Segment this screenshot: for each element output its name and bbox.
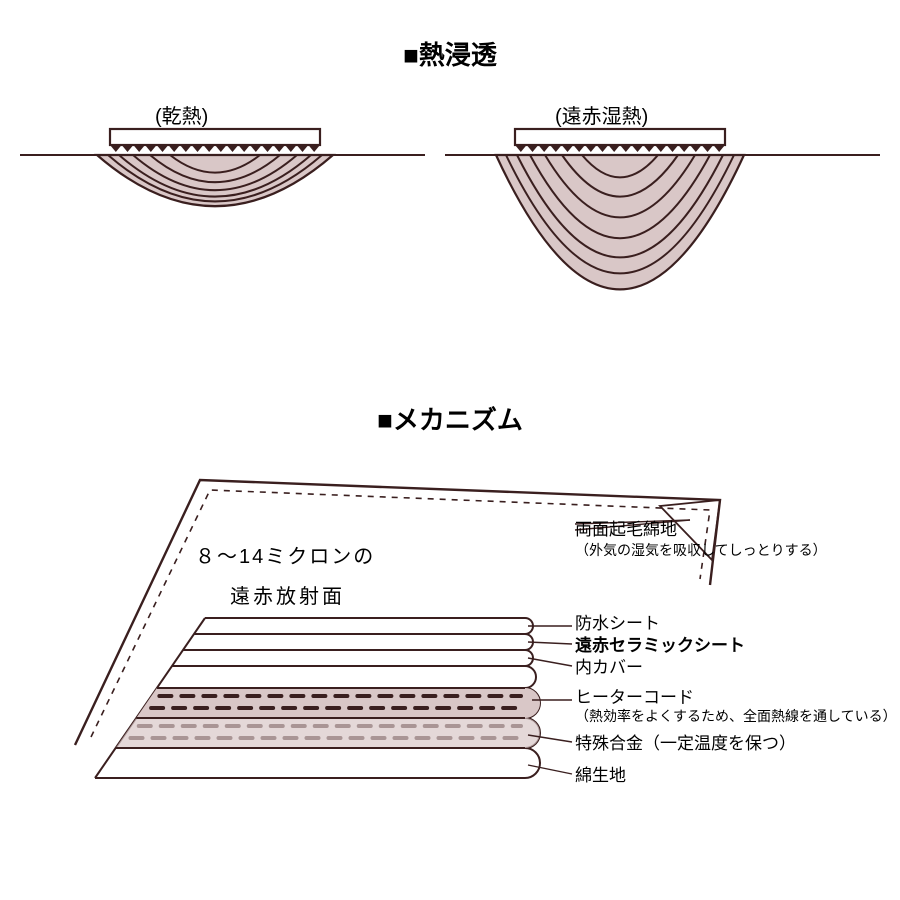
callout-inner: 内カバー [575,653,643,678]
callout-fabric-sub: （外気の湿気を吸収してしっとりする） [575,540,827,560]
section2-title: ■メカニズム [0,400,900,437]
surface-text-1: ８〜14ミクロンの [195,540,375,569]
penetration-label: (乾熱) [155,100,208,129]
surface-text-2: 遠赤放射面 [230,580,345,609]
callout-cotton: 綿生地 [575,761,626,786]
penetration-label: (遠赤湿熱) [555,100,648,129]
callout-heater: ヒーターコード [575,683,694,708]
callout-fabric: 両面起毛綿地 [575,515,677,540]
callout-alloy: 特殊合金（一定温度を保つ） [575,729,796,754]
section1-title: ■熱浸透 [0,35,900,72]
callout-heater-sub: （熱効率をよくするため、全面熱線を通している） [575,706,897,726]
